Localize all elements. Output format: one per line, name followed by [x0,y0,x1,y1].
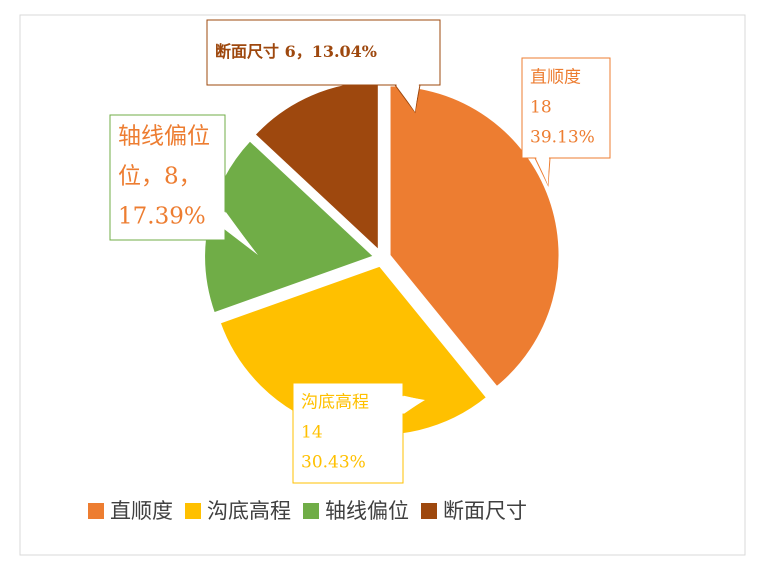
data-label: 14 [301,423,323,443]
pie-slice [388,84,561,389]
data-label: 轴线偏位 [118,124,210,150]
label-pointer-cover [536,157,549,185]
data-label: 30.43% [301,453,366,473]
data-label: 17.39% [118,204,206,230]
data-label: 39.13% [530,128,595,148]
data-label-box [521,57,611,159]
legend-label: 直顺度 [110,499,173,523]
label-pointer-cover [402,396,425,414]
data-label: 18 [530,98,552,118]
data-label: 位，8， [118,164,202,190]
legend-label: 沟底高程 [207,499,291,523]
data-label: 沟底高程 [301,393,369,413]
data-label-box [292,382,404,484]
legend-swatch [185,503,201,519]
legend-swatch [303,503,319,519]
data-label: 直顺度 [530,68,581,88]
data-label: 断面尺寸 6，13.04% [215,42,377,61]
data-label-box [109,114,226,241]
legend-swatch [421,503,437,519]
label-pointer-cover [224,211,258,255]
legend-swatch [88,503,104,519]
legend-label: 轴线偏位 [325,499,409,523]
data-label-box [206,19,441,86]
label-pointer-cover [396,84,419,112]
legend-label: 断面尺寸 [443,499,527,523]
